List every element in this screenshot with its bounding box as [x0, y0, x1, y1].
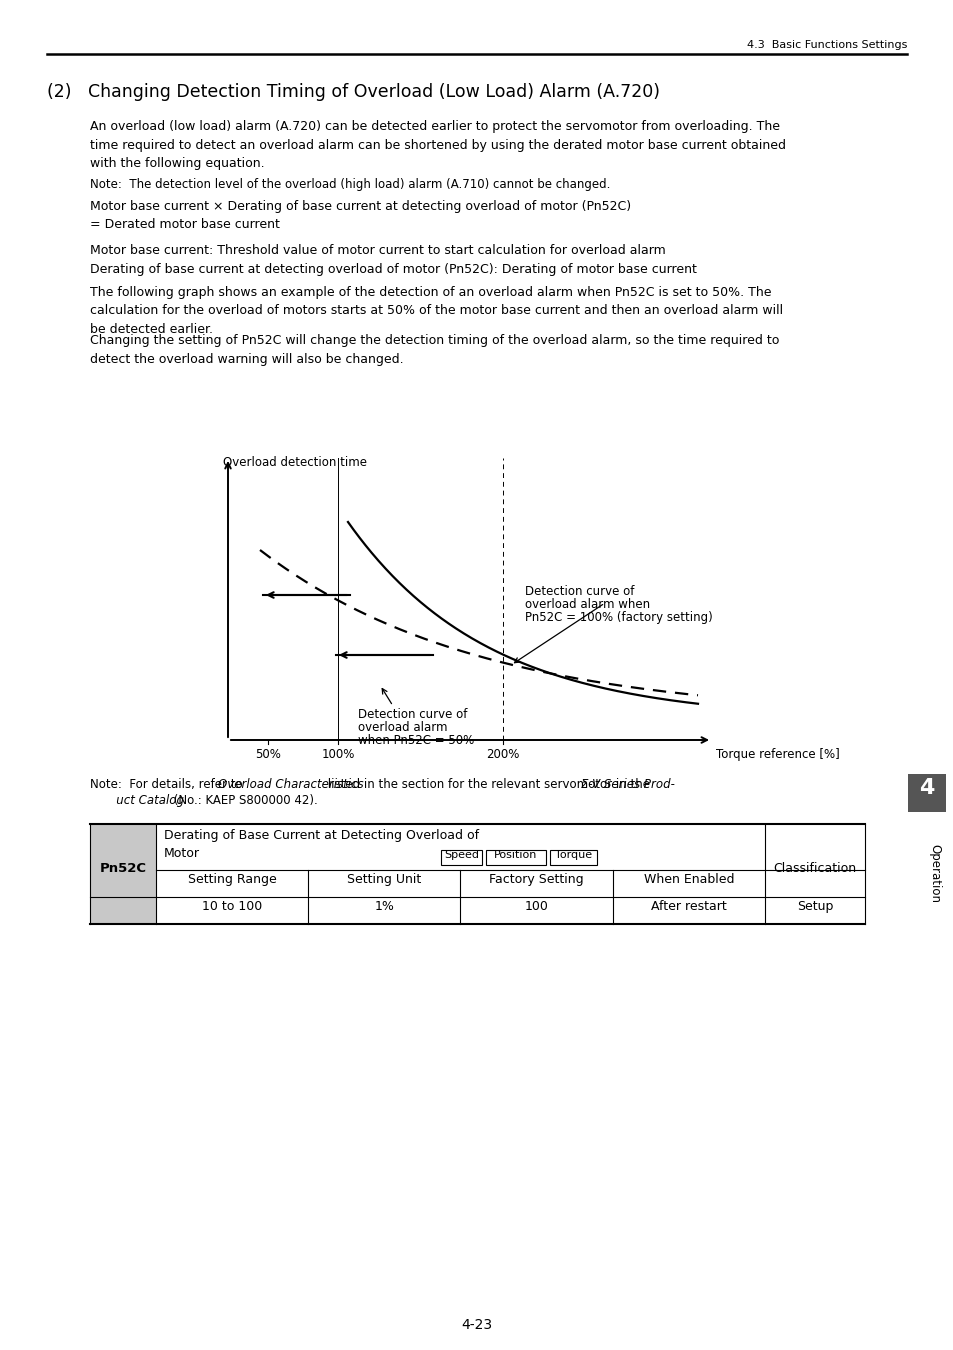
Text: Setting Range: Setting Range — [188, 873, 276, 886]
Text: overload alarm: overload alarm — [357, 721, 447, 734]
Text: overload alarm when: overload alarm when — [524, 598, 649, 612]
Text: Detection curve of: Detection curve of — [524, 585, 634, 598]
Text: After restart: After restart — [650, 900, 726, 913]
Text: 100%: 100% — [321, 748, 355, 761]
Text: When Enabled: When Enabled — [643, 873, 734, 886]
Text: Overload detection time: Overload detection time — [223, 456, 367, 468]
Text: 100: 100 — [524, 900, 548, 913]
Text: Pn52C = 100% (factory setting): Pn52C = 100% (factory setting) — [524, 612, 712, 624]
Text: (2)   Changing Detection Timing of Overload (Low Load) Alarm (A.720): (2) Changing Detection Timing of Overloa… — [47, 82, 659, 101]
Text: Note:  For details, refer to: Note: For details, refer to — [90, 778, 246, 791]
Bar — [485, 850, 545, 865]
Text: Position: Position — [494, 849, 537, 860]
Text: The following graph shows an example of the detection of an overload alarm when : The following graph shows an example of … — [90, 286, 782, 336]
Text: 1%: 1% — [374, 900, 394, 913]
Bar — [90, 824, 156, 923]
Text: Derating of Base Current at Detecting Overload of
Motor: Derating of Base Current at Detecting Ov… — [164, 829, 478, 860]
Text: An overload (low load) alarm (A.720) can be detected earlier to protect the serv: An overload (low load) alarm (A.720) can… — [90, 120, 785, 170]
Text: Factory Setting: Factory Setting — [489, 873, 583, 886]
Text: Torque: Torque — [554, 849, 591, 860]
Text: Operation: Operation — [927, 845, 941, 903]
Text: Classification: Classification — [773, 861, 856, 875]
Text: Motor base current: Threshold value of motor current to start calculation for ov: Motor base current: Threshold value of m… — [90, 244, 696, 275]
Text: Detection curve of: Detection curve of — [357, 707, 467, 721]
Text: Overload Characteristics: Overload Characteristics — [218, 778, 363, 791]
Text: (No.: KAEP S800000 42).: (No.: KAEP S800000 42). — [170, 794, 317, 807]
Text: 4: 4 — [919, 778, 934, 798]
Text: 10 to 100: 10 to 100 — [202, 900, 262, 913]
Text: 50%: 50% — [254, 748, 280, 761]
Text: Pn52C: Pn52C — [99, 861, 147, 875]
Text: Setup: Setup — [796, 900, 832, 913]
Bar — [549, 850, 597, 865]
Text: Note:  The detection level of the overload (high load) alarm (A.710) cannot be c: Note: The detection level of the overloa… — [90, 178, 610, 190]
Text: Torque reference [%]: Torque reference [%] — [716, 748, 839, 761]
Bar — [440, 850, 481, 865]
Text: 200%: 200% — [486, 748, 519, 761]
Text: when Pn52C = 50%: when Pn52C = 50% — [357, 734, 474, 747]
Text: uct Catalog: uct Catalog — [90, 794, 184, 807]
Text: Σ-V Series Prod-: Σ-V Series Prod- — [580, 778, 674, 791]
Text: listed in the section for the relevant servomotor in the: listed in the section for the relevant s… — [324, 778, 654, 791]
Text: Speed: Speed — [443, 849, 478, 860]
Text: 4-23: 4-23 — [461, 1318, 492, 1332]
Text: Changing the setting of Pn52C will change the detection timing of the overload a: Changing the setting of Pn52C will chang… — [90, 333, 779, 366]
Text: 4.3  Basic Functions Settings: 4.3 Basic Functions Settings — [746, 40, 906, 50]
Bar — [907, 774, 945, 811]
Text: Motor base current × Derating of base current at detecting overload of motor (Pn: Motor base current × Derating of base cu… — [90, 200, 631, 231]
Text: Setting Unit: Setting Unit — [347, 873, 421, 886]
